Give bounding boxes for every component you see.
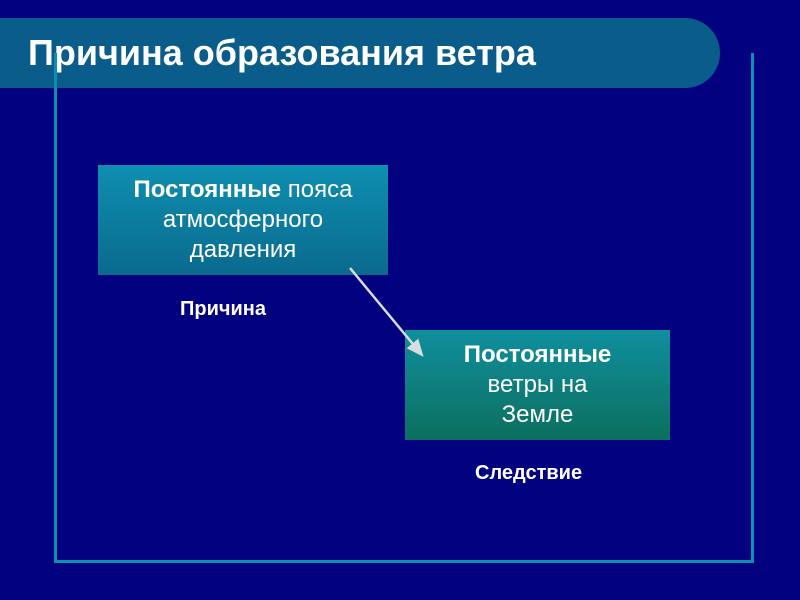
node-cause-line1: Постоянные пояса атмосферного (108, 175, 378, 235)
label-effect: Следствие (475, 462, 582, 485)
node-cause: Постоянные пояса атмосферного давления (98, 165, 388, 275)
node-effect-line3: Земле (502, 400, 574, 430)
node-effect-line2: ветры на (488, 370, 588, 400)
node-effect-line1: Постоянные (464, 340, 612, 370)
node-cause-bold: Постоянные (134, 176, 282, 203)
label-cause: Причина (180, 298, 266, 321)
node-effect: Постоянные ветры на Земле (405, 330, 670, 440)
node-cause-line3: давления (190, 235, 297, 265)
content-frame (54, 53, 754, 563)
